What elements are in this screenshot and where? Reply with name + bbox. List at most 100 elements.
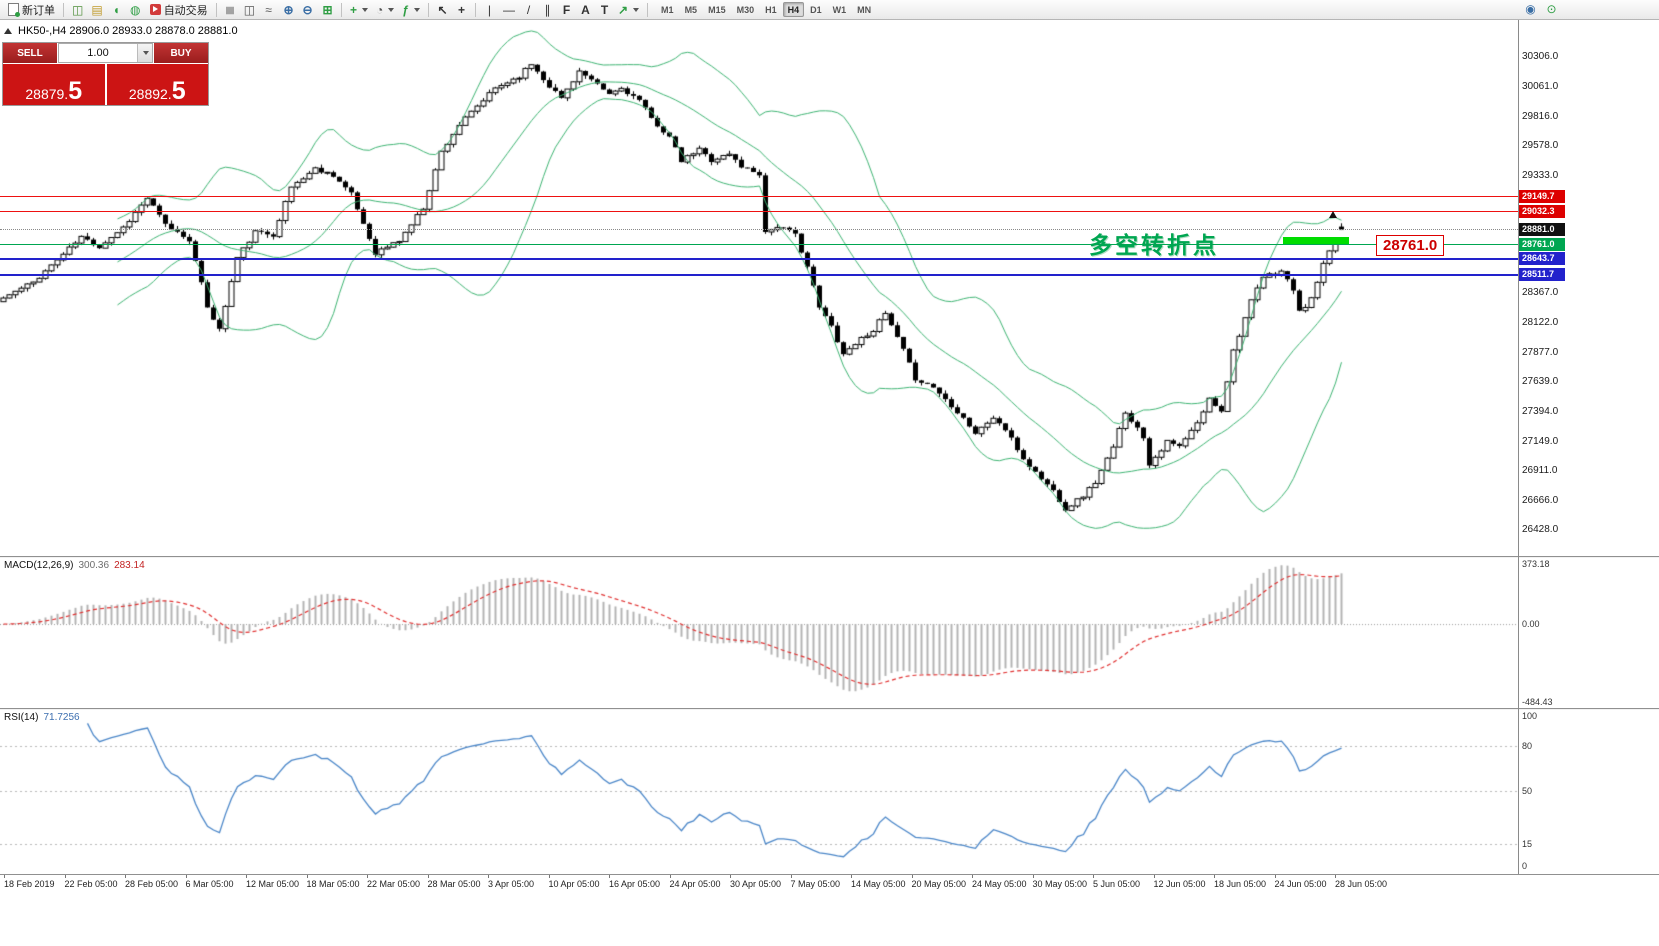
time-axis-label: 18 Feb 2019 bbox=[4, 879, 55, 889]
price-level-tag: 29149.7 bbox=[1519, 190, 1565, 204]
bar-chart-button[interactable]: ≣ bbox=[221, 2, 240, 19]
price-axis-label: 30306.0 bbox=[1522, 50, 1559, 62]
buy-price-button[interactable]: 28892. 5 bbox=[106, 64, 208, 105]
sell-price-main: 28879. bbox=[25, 86, 69, 102]
community-button[interactable]: ◍ bbox=[126, 2, 145, 19]
panel-separator[interactable] bbox=[0, 708, 1659, 709]
volume-value[interactable]: 1.00 bbox=[87, 47, 109, 59]
horizontal-line-button[interactable]: — bbox=[499, 2, 519, 19]
timeframe-d1-button[interactable]: D1 bbox=[805, 2, 827, 17]
time-tick bbox=[1032, 875, 1034, 878]
autotrading-icon bbox=[149, 4, 161, 15]
trendline-button[interactable]: / bbox=[519, 2, 538, 19]
arrow-marker[interactable] bbox=[1329, 211, 1337, 219]
time-axis-label: 6 Mar 05:00 bbox=[185, 879, 234, 889]
chevron-down-icon bbox=[362, 8, 369, 12]
vertical-line-button[interactable]: | bbox=[480, 2, 499, 19]
timeframe-h1-button[interactable]: H1 bbox=[760, 2, 782, 17]
buy-button[interactable]: BUY bbox=[154, 43, 208, 63]
time-tick bbox=[1093, 875, 1094, 878]
price-level-line[interactable] bbox=[0, 257, 1518, 260]
periods-icon: ◔ bbox=[376, 2, 384, 17]
channel-button[interactable]: ∥ bbox=[538, 2, 557, 19]
price-level-tag: 28881.0 bbox=[1519, 223, 1565, 237]
timeframe-m5-button[interactable]: M5 bbox=[680, 2, 703, 17]
annotation-text[interactable]: 多空转折点 bbox=[1089, 232, 1219, 258]
macd-axis-label: -484.43 bbox=[1522, 697, 1553, 707]
tile-windows-button[interactable]: ⊞ bbox=[318, 2, 337, 19]
timeframe-m30-button[interactable]: M30 bbox=[732, 2, 760, 17]
volume-field[interactable]: 1.00 bbox=[58, 43, 153, 63]
price-axis-label: 29578.0 bbox=[1522, 139, 1559, 151]
rsi-axis-label: 50 bbox=[1522, 786, 1533, 796]
chart-title-row: HK50-,H4 28906.0 28933.0 28878.0 28881.0 bbox=[4, 25, 238, 37]
time-tick bbox=[64, 875, 66, 878]
price-level-line[interactable] bbox=[0, 210, 1518, 212]
time-axis-label: 28 Mar 05:00 bbox=[427, 879, 481, 889]
autotrading-button[interactable]: 自动交易 bbox=[146, 1, 212, 18]
price-axis-label: 29333.0 bbox=[1522, 169, 1559, 181]
new-chart-icon: + bbox=[350, 2, 358, 17]
label-button[interactable]: T bbox=[595, 2, 614, 19]
text-icon: A bbox=[581, 2, 590, 17]
crosshair-button[interactable]: + bbox=[452, 2, 471, 19]
time-axis-label: 24 Apr 05:00 bbox=[669, 879, 721, 889]
rsi-axis-label: 0 bbox=[1522, 861, 1528, 871]
market-watch-button[interactable]: ▤ bbox=[87, 2, 106, 19]
price-axis-label: 27394.0 bbox=[1522, 405, 1559, 417]
time-tick bbox=[1335, 875, 1336, 878]
price-callout[interactable]: 28761.0 bbox=[1376, 235, 1445, 256]
time-axis-label: 22 Feb 05:00 bbox=[64, 879, 118, 889]
sell-price-button[interactable]: 28879. 5 bbox=[3, 64, 105, 105]
cursor-group: ↖ + bbox=[433, 1, 471, 19]
timeframe-m1-button[interactable]: M1 bbox=[656, 2, 679, 17]
arrows-button[interactable]: ↗ bbox=[614, 2, 643, 19]
time-axis[interactable]: 18 Feb 2019 22 Feb 05:00 28 Feb 05:00 6 Mar… bbox=[0, 874, 1659, 901]
crosshair-icon: + bbox=[457, 2, 465, 17]
timeframe-mn-button[interactable]: MN bbox=[852, 2, 876, 17]
time-tick bbox=[4, 875, 5, 878]
price-level-line[interactable] bbox=[0, 229, 1518, 231]
timeframe-m15-button[interactable]: M15 bbox=[703, 2, 731, 17]
price-level-line[interactable] bbox=[0, 273, 1518, 276]
timeframe-w1-button[interactable]: W1 bbox=[828, 2, 852, 17]
headset-button[interactable]: ◖ bbox=[107, 2, 126, 19]
rsi-indicator-label: RSI(14) 71.7256 bbox=[4, 712, 80, 723]
fibonacci-button[interactable]: F bbox=[557, 2, 576, 19]
bar-chart-icon: ≣ bbox=[223, 4, 238, 16]
chart-canvas[interactable] bbox=[0, 20, 1518, 873]
time-axis-label: 30 May 05:00 bbox=[1032, 879, 1088, 889]
panel-separator[interactable] bbox=[0, 556, 1659, 557]
channel-icon: ∥ bbox=[544, 2, 551, 17]
chevron-down-icon bbox=[143, 51, 149, 55]
zoom-in-icon: ⊕ bbox=[283, 2, 294, 17]
new-chart-button[interactable]: + bbox=[346, 2, 372, 19]
volume-dropdown-button[interactable] bbox=[137, 44, 152, 62]
chart-window-button[interactable]: ◫ bbox=[68, 2, 87, 19]
line-chart-button[interactable]: ≈ bbox=[259, 2, 278, 19]
sell-button[interactable]: SELL bbox=[3, 43, 57, 63]
metaquotes-button[interactable]: ◉ bbox=[1521, 1, 1540, 18]
price-level-line[interactable] bbox=[0, 196, 1518, 198]
highlight-zone[interactable] bbox=[1283, 237, 1349, 245]
timeframe-h4-button[interactable]: H4 bbox=[782, 2, 805, 17]
zoom-out-button[interactable]: ⊖ bbox=[298, 2, 317, 19]
text-button[interactable]: A bbox=[576, 2, 595, 19]
time-axis-label: 5 Jun 05:00 bbox=[1093, 879, 1141, 889]
rsi-axis-label: 100 bbox=[1522, 711, 1538, 721]
indicators-button[interactable]: ƒ bbox=[398, 2, 424, 19]
price-axis-label: 26666.0 bbox=[1522, 494, 1559, 506]
cursor-button[interactable]: ↖ bbox=[433, 2, 452, 19]
one-click-collapse-icon[interactable] bbox=[4, 28, 12, 34]
price-scale-border bbox=[1518, 20, 1519, 874]
search-button[interactable]: ⊙ bbox=[1542, 1, 1561, 18]
new-order-button[interactable]: 新订单 bbox=[4, 1, 59, 18]
zoom-in-button[interactable]: ⊕ bbox=[279, 2, 298, 19]
time-tick bbox=[609, 875, 610, 878]
one-click-trading-panel: SELL 1.00 BUY 28879. 5 28892. 5 bbox=[2, 42, 209, 106]
periods-button[interactable]: ◔ bbox=[372, 2, 398, 19]
label-icon: T bbox=[600, 2, 609, 17]
price-level-line[interactable] bbox=[0, 243, 1518, 245]
candlestick-chart-button[interactable]: ◫ bbox=[240, 2, 259, 19]
toolbar-separator bbox=[341, 2, 343, 17]
